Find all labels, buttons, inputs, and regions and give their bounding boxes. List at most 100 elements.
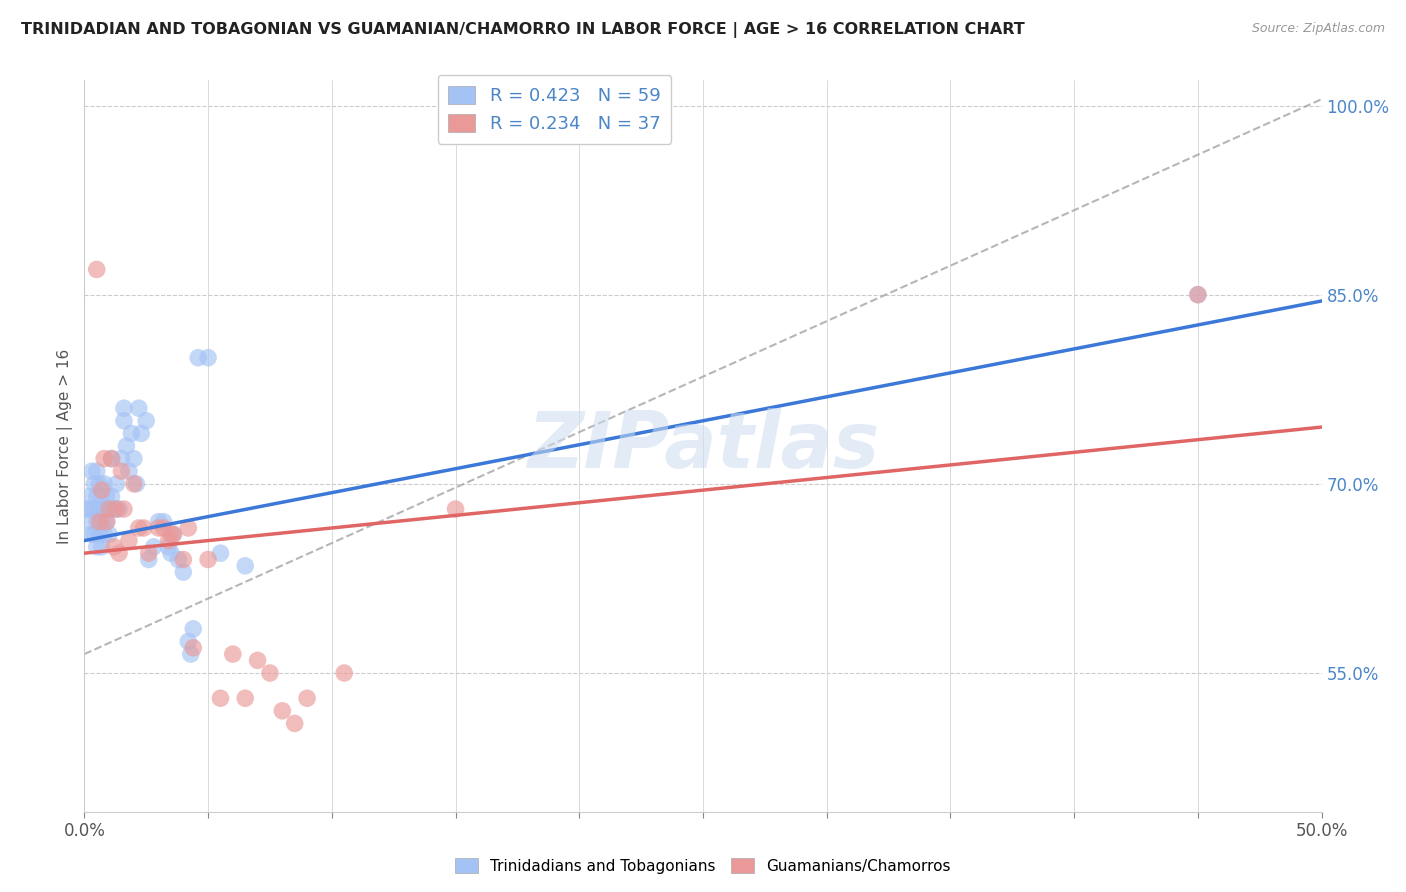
Point — [172, 552, 194, 566]
Point — [112, 502, 135, 516]
Point — [125, 476, 148, 491]
Point — [90, 540, 112, 554]
Point — [122, 451, 145, 466]
Point — [120, 426, 142, 441]
Point — [100, 451, 122, 466]
Point — [90, 483, 112, 497]
Point — [112, 414, 135, 428]
Point — [108, 546, 131, 560]
Point — [157, 540, 180, 554]
Legend: R = 0.423   N = 59, R = 0.234   N = 37: R = 0.423 N = 59, R = 0.234 N = 37 — [437, 75, 672, 145]
Point — [110, 451, 132, 466]
Point — [157, 533, 180, 548]
Point — [187, 351, 209, 365]
Point — [98, 502, 121, 516]
Point — [180, 647, 202, 661]
Point — [1187, 287, 1209, 301]
Point — [160, 527, 183, 541]
Point — [89, 502, 111, 516]
Point — [209, 691, 232, 706]
Point — [148, 521, 170, 535]
Point — [197, 552, 219, 566]
Point — [86, 515, 108, 529]
Point — [233, 558, 256, 573]
Point — [152, 521, 174, 535]
Point — [160, 546, 183, 560]
Point — [209, 546, 232, 560]
Point — [110, 464, 132, 478]
Point — [93, 476, 115, 491]
Point — [86, 464, 108, 478]
Point — [177, 634, 200, 648]
Point — [129, 426, 152, 441]
Point — [80, 464, 103, 478]
Point — [177, 521, 200, 535]
Point — [93, 451, 115, 466]
Text: ZIPatlas: ZIPatlas — [527, 408, 879, 484]
Point — [93, 527, 115, 541]
Point — [108, 502, 131, 516]
Point — [1187, 287, 1209, 301]
Point — [98, 502, 121, 516]
Point — [444, 502, 467, 516]
Point — [103, 540, 125, 554]
Point — [96, 490, 118, 504]
Point — [79, 515, 101, 529]
Point — [89, 515, 111, 529]
Point — [152, 515, 174, 529]
Y-axis label: In Labor Force | Age > 16: In Labor Force | Age > 16 — [58, 349, 73, 543]
Point — [233, 691, 256, 706]
Point — [132, 521, 155, 535]
Point — [83, 476, 105, 491]
Point — [284, 716, 307, 731]
Point — [128, 521, 150, 535]
Point — [80, 502, 103, 516]
Point — [138, 552, 160, 566]
Point — [86, 490, 108, 504]
Point — [162, 527, 184, 541]
Point — [105, 476, 128, 491]
Point — [83, 527, 105, 541]
Point — [105, 502, 128, 516]
Point — [222, 647, 245, 661]
Point — [128, 401, 150, 416]
Point — [96, 515, 118, 529]
Point — [181, 640, 204, 655]
Point — [90, 515, 112, 529]
Point — [96, 515, 118, 529]
Point — [246, 653, 269, 667]
Point — [89, 527, 111, 541]
Point — [112, 401, 135, 416]
Point — [79, 490, 101, 504]
Point — [138, 546, 160, 560]
Point — [142, 540, 165, 554]
Point — [148, 515, 170, 529]
Point — [93, 502, 115, 516]
Point — [162, 527, 184, 541]
Point — [118, 464, 141, 478]
Point — [333, 665, 356, 680]
Point — [122, 476, 145, 491]
Point — [83, 502, 105, 516]
Point — [167, 552, 190, 566]
Point — [135, 414, 157, 428]
Point — [197, 351, 219, 365]
Text: Source: ZipAtlas.com: Source: ZipAtlas.com — [1251, 22, 1385, 36]
Point — [181, 622, 204, 636]
Point — [100, 490, 122, 504]
Legend: Trinidadians and Tobagonians, Guamanians/Chamorros: Trinidadians and Tobagonians, Guamanians… — [449, 852, 957, 880]
Point — [103, 502, 125, 516]
Point — [86, 540, 108, 554]
Point — [271, 704, 294, 718]
Point — [115, 439, 138, 453]
Point — [98, 527, 121, 541]
Point — [90, 490, 112, 504]
Point — [100, 451, 122, 466]
Point — [80, 527, 103, 541]
Point — [86, 262, 108, 277]
Point — [172, 565, 194, 579]
Point — [259, 665, 281, 680]
Point — [89, 476, 111, 491]
Point — [118, 533, 141, 548]
Point — [295, 691, 318, 706]
